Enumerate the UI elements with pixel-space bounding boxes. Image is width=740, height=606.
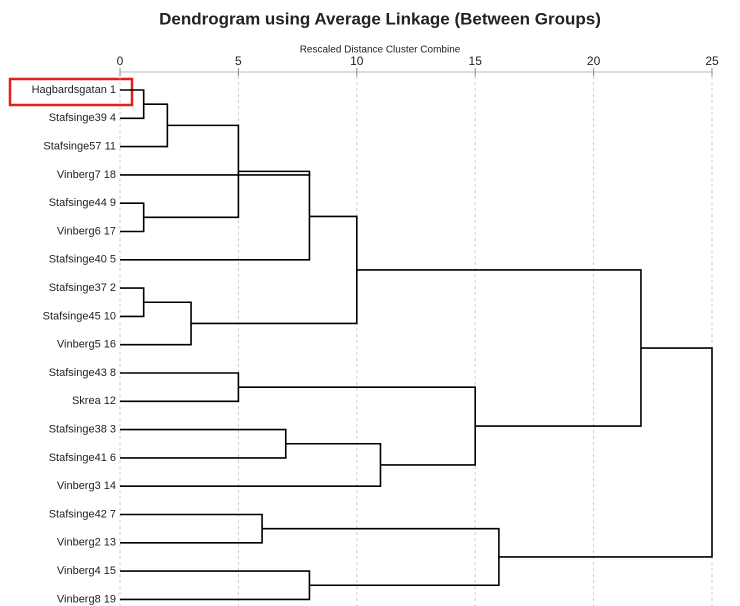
merge-link [120, 442, 382, 487]
x-tick-label: 5 [235, 54, 242, 68]
merge-link [143, 124, 240, 219]
leaf-label: Stafsinge39 4 [49, 112, 116, 124]
leaf-label: Vinberg7 18 [57, 169, 116, 181]
leaf-label: Hagbardsgatan 1 [32, 84, 116, 96]
leaf-label: Stafsinge42 7 [49, 508, 116, 520]
leaf-label: Vinberg8 19 [57, 593, 116, 605]
x-axis-label: Rescaled Distance Cluster Combine [300, 45, 461, 56]
merge-link [356, 269, 642, 427]
merge-link [120, 173, 311, 261]
leaf-label: Vinberg3 14 [57, 480, 116, 492]
merge-link [120, 372, 240, 403]
x-tick-label: 10 [350, 54, 364, 68]
merge-link [120, 287, 145, 318]
leaf-label: Vinberg6 17 [57, 225, 116, 237]
merge-link [120, 202, 145, 233]
highlight-box [8, 77, 134, 107]
leaf-label: Stafsinge44 9 [49, 197, 116, 209]
leaf-label: Vinberg5 16 [57, 339, 116, 351]
x-tick-label: 20 [587, 54, 601, 68]
chart-title: Dendrogram using Average Linkage (Betwee… [159, 9, 601, 28]
merge-link [120, 513, 263, 544]
leaf-label: Skrea 12 [72, 395, 116, 407]
leaf-label: Stafsinge38 3 [49, 424, 116, 436]
leaf-label: Stafsinge45 10 [43, 310, 116, 322]
merge-link [120, 570, 311, 601]
merge-link [262, 527, 500, 587]
merge-link [120, 301, 192, 346]
merge-link [191, 215, 358, 325]
leaf-label: Stafsinge43 8 [49, 367, 116, 379]
leaf-label: Stafsinge57 11 [43, 141, 116, 153]
merge-link [120, 170, 311, 176]
leaf-label: Stafsinge41 6 [49, 452, 116, 464]
merge-link [120, 428, 287, 459]
leaf-label: Vinberg4 15 [57, 565, 116, 577]
x-tick-label: 25 [705, 54, 719, 68]
x-tick-label: 0 [117, 54, 124, 68]
leaf-label: Stafsinge37 2 [49, 282, 116, 294]
leaf-label: Stafsinge40 5 [49, 254, 116, 266]
x-tick-label: 15 [469, 54, 483, 68]
merge-link [498, 347, 713, 558]
leaf-label: Vinberg2 13 [57, 537, 116, 549]
